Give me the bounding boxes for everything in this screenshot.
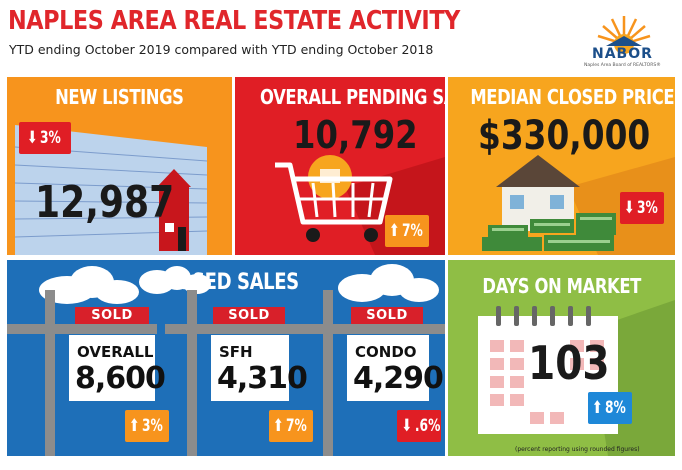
sfh-label: SFH	[219, 343, 253, 361]
closed-sales-title: CLOSED SALES	[153, 270, 299, 295]
sign-post-icon	[7, 290, 157, 456]
new-listings-value: 12,987	[35, 177, 175, 228]
sign-post-icon	[165, 290, 305, 456]
calendar-icon	[478, 300, 675, 456]
listing-sheet-house-icon	[14, 125, 208, 255]
up-arrow-icon: ⬆	[592, 398, 603, 418]
clouds-decoration	[39, 264, 439, 304]
days-on-market-value: 103	[528, 336, 610, 390]
logo-tagline: Naples Area Board of REALTORS®	[584, 63, 661, 68]
sfh-change-badge: ⬆ 7%	[269, 410, 313, 442]
sun-logo-icon	[597, 16, 651, 54]
sfh-value: 4,310	[217, 361, 308, 396]
median-price-title: MEDIAN CLOSED PRICE	[470, 85, 675, 109]
days-on-market-panel: DAYS ON MARKET 103 ⬆ 8%	[448, 260, 675, 456]
up-arrow-icon: ⬆	[389, 221, 400, 241]
footnote: (percent reporting using rounded figures…	[515, 446, 640, 453]
page-subtitle: YTD ending October 2019 compared with YT…	[9, 42, 434, 57]
pending-sales-title: OVERALL PENDING SALES	[260, 85, 445, 109]
closed-sales-panel: CLOSED SALES SOLD OVERALL 8,600 ⬆ 3% SOLD…	[7, 260, 445, 456]
overall-value: 8,600	[75, 361, 166, 396]
down-arrow-icon: ⬇	[401, 416, 412, 436]
sign-board: OVERALL 8,600	[69, 335, 166, 401]
up-arrow-icon: ⬆	[129, 416, 140, 436]
overall-change-badge: ⬆ 3%	[125, 410, 169, 442]
days-on-market-title: DAYS ON MARKET	[482, 274, 641, 298]
pending-sales-change-badge: ⬆ 7%	[385, 215, 429, 247]
page-title: NAPLES AREA REAL ESTATE ACTIVITY	[8, 6, 460, 36]
down-arrow-icon: ⬇	[27, 128, 38, 148]
condo-change-badge: ⬇ .6%	[397, 410, 441, 442]
sold-tag: SOLD	[213, 307, 285, 324]
condo-label: CONDO	[355, 343, 417, 361]
new-listings-panel: NEW LISTINGS ⬇ 3% 12,987	[7, 77, 232, 255]
days-on-market-change-badge: ⬆ 8%	[588, 392, 632, 424]
sold-tag: SOLD	[75, 307, 149, 324]
pending-sales-panel: OVERALL PENDING SALES 10,792 ⬆7%	[235, 77, 445, 255]
median-price-value: $330,000	[478, 113, 651, 159]
sold-tag: SOLD	[351, 307, 423, 324]
down-arrow-icon: ⬇	[624, 198, 635, 218]
sign-board: SFH 4,310	[211, 335, 308, 401]
new-listings-title: NEW LISTINGS	[55, 85, 184, 109]
pending-sales-value: 10,792	[293, 113, 418, 157]
sign-board: CONDO 4,290	[347, 335, 444, 401]
logo-name: NABOR	[592, 46, 653, 62]
overall-label: OVERALL	[77, 343, 154, 361]
up-arrow-icon: ⬆	[273, 416, 284, 436]
median-price-panel: MEDIAN CLOSED PRICE $330,000 ⬇ 3%	[448, 77, 675, 255]
sign-post-icon	[301, 290, 445, 456]
median-price-change-badge: ⬇ 3%	[620, 192, 664, 224]
new-listings-change-badge: ⬇ 3%	[19, 122, 71, 154]
condo-value: 4,290	[353, 361, 444, 396]
